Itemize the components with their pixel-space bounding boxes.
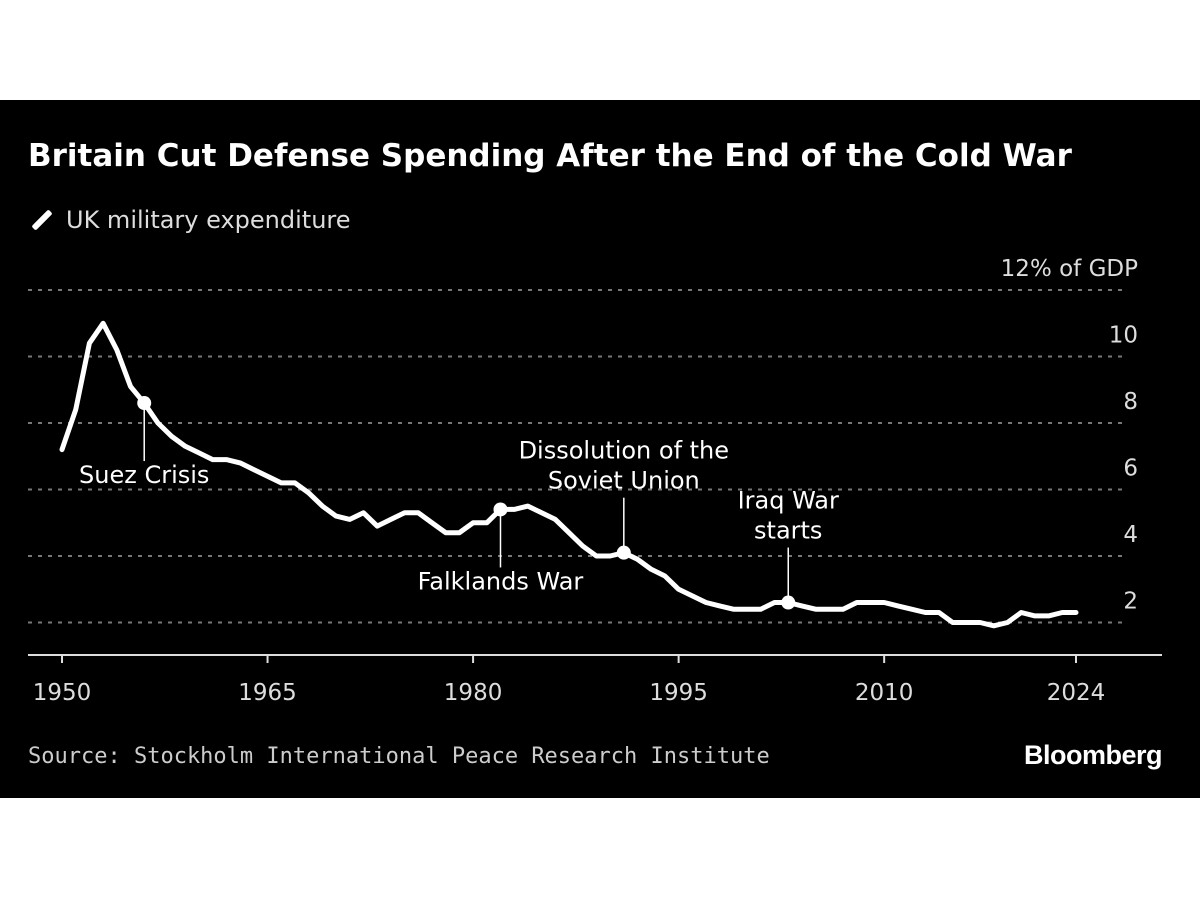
x-tick-label: 1995 <box>649 680 708 706</box>
y-tick-label: 4 <box>1123 522 1138 548</box>
y-tick-label: 8 <box>1123 389 1138 415</box>
annotation-label: Iraq War <box>738 487 839 515</box>
annotation-marker <box>616 545 631 560</box>
annotation-label: Falklands War <box>418 567 584 595</box>
y-tick-label: 6 <box>1123 456 1138 482</box>
y-tick-label: 12% of GDP <box>1001 256 1138 282</box>
annotation-label: Suez Crisis <box>79 461 209 489</box>
series-line <box>59 320 1079 629</box>
x-tick-label: 1980 <box>444 680 503 706</box>
legend: UK military expenditure <box>30 204 351 236</box>
annotation-marker <box>137 396 152 411</box>
annotation-label: Dissolution of the <box>519 437 729 465</box>
source-note: Source: Stockholm International Peace Re… <box>28 744 770 769</box>
chart-panel <box>0 100 1200 798</box>
chart-title: Britain Cut Defense Spending After the E… <box>28 138 1072 174</box>
x-tick-label: 1965 <box>238 680 297 706</box>
annotation-marker <box>781 595 796 610</box>
legend-label: UK military expenditure <box>66 206 351 234</box>
x-tick-label: 1950 <box>33 680 92 706</box>
annotation-label: starts <box>754 517 822 545</box>
x-tick-label: 2024 <box>1047 680 1106 706</box>
x-tick-label: 2010 <box>855 680 914 706</box>
y-tick-label: 2 <box>1123 589 1138 615</box>
bloomberg-logo: Bloomberg <box>1023 740 1163 770</box>
y-tick-label: 10 <box>1109 323 1138 349</box>
annotation-marker <box>493 502 508 517</box>
annotation-label: Soviet Union <box>548 467 700 495</box>
